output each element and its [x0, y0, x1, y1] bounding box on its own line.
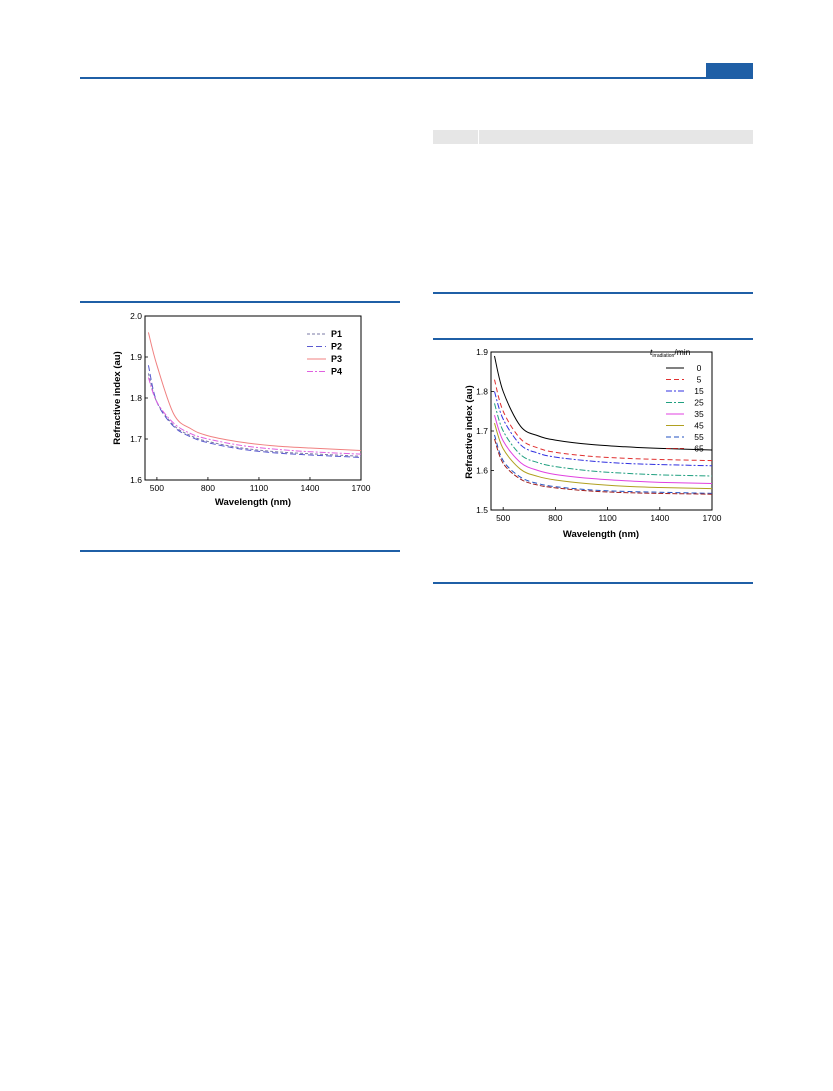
- legend-label-65: 65: [694, 444, 704, 454]
- series-line-55: [494, 434, 713, 494]
- series-line-65: [494, 438, 713, 495]
- series-line-p1: [147, 373, 362, 457]
- series-line-45: [494, 422, 713, 490]
- table-bottom-rule: [433, 292, 753, 294]
- page-tab-block: [706, 63, 753, 79]
- figure-1-top-rule: [80, 301, 400, 303]
- legend-label-p3: P3: [331, 354, 342, 364]
- y-tick-label: 1.7: [130, 434, 142, 444]
- legend-label-p2: P2: [331, 342, 342, 352]
- legend-label-55: 55: [694, 432, 704, 442]
- legend: P1 P2 P3 P4: [307, 329, 342, 377]
- x-tick-label: 800: [201, 483, 215, 493]
- x-axis-label: Wavelength (nm): [215, 497, 291, 508]
- x-tick-label: 800: [548, 513, 562, 523]
- legend-title-sub: irradiation: [652, 353, 674, 359]
- x-axis-label: Wavelength (nm): [563, 529, 639, 540]
- x-tick-label: 1400: [650, 513, 669, 523]
- legend-title-main: t: [650, 347, 653, 357]
- plot-frame: [490, 351, 713, 511]
- figure-1-bottom-rule: [80, 550, 400, 552]
- series-layer: [493, 355, 713, 495]
- legend-label-5: 5: [697, 375, 702, 385]
- table-header-band: [433, 130, 753, 144]
- series-line-35: [494, 415, 713, 485]
- legend-label-45: 45: [694, 421, 704, 431]
- legend-label-35: 35: [694, 409, 704, 419]
- series-line-15: [494, 391, 713, 467]
- series-line-0: [493, 355, 713, 451]
- x-tick-label: 1700: [703, 513, 722, 523]
- series-line-p2: [147, 365, 362, 458]
- y-tick-label: 1.6: [476, 466, 488, 476]
- legend-label-25: 25: [694, 398, 704, 408]
- x-tick-label: 500: [150, 483, 164, 493]
- y-tick-label: 1.7: [476, 426, 488, 436]
- y-tick-label: 1.5: [476, 505, 488, 515]
- ticks-layer: 500 800 1100 1400 1700 1.6 1.7 1.8 1.9 2.0: [130, 311, 371, 493]
- series-line-25: [494, 403, 713, 477]
- y-tick-label: 1.6: [130, 475, 142, 485]
- y-tick-label: 1.8: [476, 387, 488, 397]
- series-line-p3: [147, 332, 362, 451]
- figure-2-top-rule: [433, 338, 753, 340]
- series-layer: [147, 332, 362, 458]
- y-tick-label: 1.9: [476, 347, 488, 357]
- series-line-p4: [147, 377, 362, 455]
- x-tick-label: 500: [496, 513, 510, 523]
- y-tick-label: 1.8: [130, 393, 142, 403]
- legend-label-p4: P4: [331, 367, 342, 377]
- y-axis-label: Refractive index (au): [464, 385, 475, 478]
- legend-title-unit: /min: [674, 347, 690, 357]
- header-rule: [80, 77, 753, 79]
- x-tick-label: 1100: [598, 513, 617, 523]
- figure-2-bottom-rule: [433, 582, 753, 584]
- legend-title: tirradiation/min: [650, 347, 691, 359]
- legend-label-p1: P1: [331, 329, 342, 339]
- y-tick-label: 1.9: [130, 352, 142, 362]
- x-tick-label: 1400: [301, 483, 320, 493]
- y-axis-label: Refractive index (au): [112, 351, 123, 444]
- x-tick-label: 1100: [250, 483, 269, 493]
- x-tick-label: 1700: [352, 483, 371, 493]
- series-line-5: [493, 379, 713, 462]
- legend-label-15: 15: [694, 386, 704, 396]
- legend-label-0: 0: [697, 363, 702, 373]
- ticks-layer: 500 800 1100 1400 1700 1.5 1.6 1.7 1.8 1.9: [476, 347, 722, 523]
- y-tick-label: 2.0: [130, 311, 142, 321]
